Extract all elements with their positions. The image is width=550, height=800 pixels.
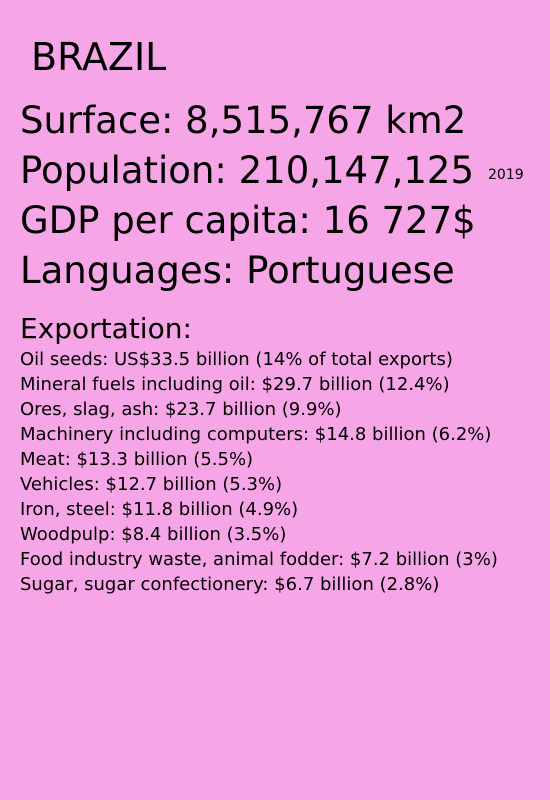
exportation-list: Oil seeds: US$33.5 billion (14% of total… xyxy=(20,347,535,597)
export-item: Iron, steel: $11.8 billion (4.9%) xyxy=(20,499,299,520)
gdp-fact: GDP per capita: 16 727$ xyxy=(20,199,476,242)
export-item: Food industry waste, animal fodder: $7.2… xyxy=(20,549,498,570)
exportation-title: Exportation: xyxy=(20,312,192,345)
export-item: Machinery including computers: $14.8 bil… xyxy=(20,424,492,445)
population-year: 2019 xyxy=(488,167,524,183)
export-item: Mineral fuels including oil: $29.7 billi… xyxy=(20,374,450,395)
export-item: Ores, slag, ash: $23.7 billion (9.9%) xyxy=(20,399,342,420)
country-name: BRAZIL xyxy=(31,35,167,79)
surface-fact: Surface: 8,515,767 km2 xyxy=(20,99,467,142)
population-fact: Population: 210,147,125 2019 xyxy=(20,148,524,198)
export-item: Oil seeds: US$33.5 billion (14% of total… xyxy=(20,349,453,370)
export-item: Meat: $13.3 billion (5.5%) xyxy=(20,449,254,470)
population-value: Population: 210,147,125 xyxy=(20,149,475,192)
export-item: Sugar, sugar confectionery: $6.7 billion… xyxy=(20,574,440,595)
export-item: Vehicles: $12.7 billion (5.3%) xyxy=(20,474,283,495)
export-item: Woodpulp: $8.4 billion (3.5%) xyxy=(20,524,287,545)
languages-fact: Languages: Portuguese xyxy=(20,249,455,292)
